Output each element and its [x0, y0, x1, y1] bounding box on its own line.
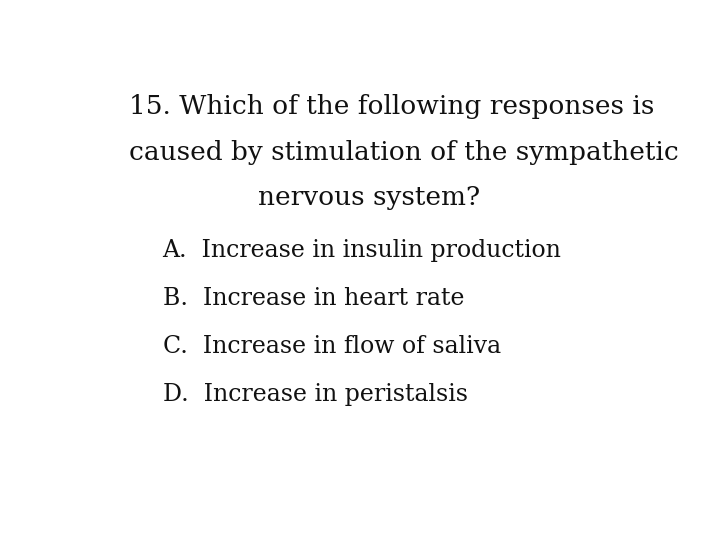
Text: caused by stimulation of the sympathetic: caused by stimulation of the sympathetic	[129, 140, 679, 165]
Text: A.  Increase in insulin production: A. Increase in insulin production	[163, 239, 562, 262]
Text: D.  Increase in peristalsis: D. Increase in peristalsis	[163, 383, 467, 406]
Text: nervous system?: nervous system?	[258, 185, 480, 211]
Text: C.  Increase in flow of saliva: C. Increase in flow of saliva	[163, 335, 500, 358]
Text: 15. Which of the following responses is: 15. Which of the following responses is	[129, 94, 654, 119]
Text: B.  Increase in heart rate: B. Increase in heart rate	[163, 287, 464, 310]
